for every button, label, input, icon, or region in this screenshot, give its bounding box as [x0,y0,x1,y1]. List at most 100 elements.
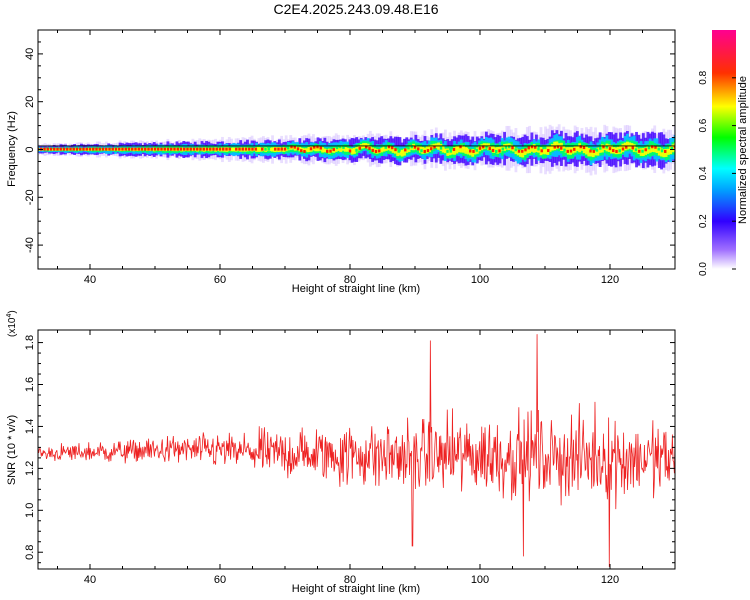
spectrogram-core-cell [160,147,163,151]
spectrogram-cell [393,149,397,154]
spectrogram-cell [403,148,406,156]
colorbar-gradient [712,30,736,269]
spectrogram-core-cell [140,147,144,151]
spectrogram-cell [571,147,575,154]
spectrogram-core-cell [670,147,673,151]
spectrogram-core-cell [62,147,66,151]
spectrogram-core-cell [410,145,413,149]
spectrogram-core-cell [283,147,287,151]
spectrogram-cell [70,148,74,151]
y-tick-label: 0 [24,146,36,152]
spectrogram-core-cell [608,147,612,151]
spectrogram-cell [503,144,506,151]
spectrogram-core-cell [209,147,212,151]
spectrogram-core-cell [599,146,602,150]
spectrogram-core-cell [449,149,452,153]
spectrogram-core-cell [257,147,261,151]
spectrogram-core-cell [378,149,381,153]
spectrogram-core-cell [179,147,183,151]
spectrogram-core-cell [612,149,615,153]
spectrogram-cell [589,150,593,157]
spectrogram-core-cell [365,145,368,149]
spectrogram-core-cell [443,148,446,152]
spectrogram-cell [396,149,400,157]
spectrogram-cell [610,145,613,154]
spectrogram-cell [177,148,181,151]
x-tick-label: 100 [471,574,489,586]
spectrogram-core-cell [397,149,400,153]
spectrogram-core-cell [316,145,319,149]
spectrogram-core-cell [586,147,589,151]
y-tick-label: -40 [24,237,36,253]
y-tick-label: 1.4 [24,419,36,434]
spectrogram-core-cell [621,147,625,151]
spectrogram-core-cell [618,149,621,153]
y-tick-label: 40 [24,48,36,60]
spectrogram-core-cell [98,147,101,151]
spectrogram-core-cell [660,149,664,153]
spectrogram-core-cell [69,147,72,151]
spectrogram-core-cell [313,145,316,149]
spectrogram-core-cell [475,148,478,152]
snr-background [38,330,675,569]
spectrogram-core-cell [267,147,270,151]
spectrogram-core-cell [72,147,75,151]
spectrogram-cell [669,146,673,155]
spectrogram-cell [400,150,404,157]
spectrogram-core-cell [49,147,53,151]
spectrogram-core-cell [329,149,332,153]
spectrogram-core-cell [482,145,485,149]
spectrogram-cell [312,146,315,151]
spectrogram-core-cell [462,145,465,149]
spectrogram-core-cell [387,145,391,149]
spectrogram-core-cell [101,147,105,151]
spectrogram-core-cell [573,147,576,151]
spectrogram-core-cell [647,146,651,150]
spectrogram-core-cell [248,147,251,151]
spectrogram-cell [450,149,454,155]
spectrogram-cell [155,148,158,151]
spectrogram-core-cell [170,147,173,151]
spectrogram-cell [582,145,586,154]
spectrogram-core-cell [293,145,296,149]
spectrogram-core-cell [417,147,420,151]
spectrogram-core-cell [306,149,309,153]
snr-exponent-label: (x104) [6,310,18,337]
spectrogram-cell [268,147,272,152]
spectrogram-core-cell [540,149,543,153]
spectrogram-core-cell [339,145,342,149]
colorbar-label: Normalized spectral amplitude [737,76,749,224]
spectrogram-core-cell [452,147,456,151]
spectrogram-core-cell [368,146,371,150]
spectrogram-core-cell [543,149,547,153]
spectrogram-cell [616,146,620,155]
spectrogram-core-cell [287,146,290,150]
spectrogram-core-cell [348,149,352,153]
spectrogram-cell [660,148,663,157]
spectrogram-core-cell [664,149,667,153]
spectrogram-cell [562,145,566,152]
x-tick-label: 120 [601,574,619,586]
snr-frame [37,329,676,570]
y-tick-label: 20 [24,96,36,108]
spectrogram-core-cell [176,147,179,151]
spectrogram-cell [200,147,204,152]
spectrogram-core-cell [404,148,407,152]
spectrogram-core-cell [205,147,209,151]
spectrogram-core-cell [634,148,638,152]
spectrogram-core-cell [335,146,339,150]
spectrogram-cell [405,148,409,153]
spectrogram-core-cell [400,149,404,153]
spectrogram-cell [343,147,347,152]
spectrogram-core-cell [88,147,92,151]
spectrogram-y-axis-label: Frequency (Hz) [6,111,18,187]
spectrogram-core-cell [508,145,511,149]
spectrogram-cell [632,144,636,152]
spectrogram-core-cell [644,148,647,152]
spectrogram-core-cell [355,148,358,152]
spectrogram-core-cell [118,147,121,151]
spectrogram-core-cell [244,147,248,151]
spectrogram-core-cell [638,149,641,153]
spectrogram-core-cell [465,147,469,151]
spectrogram-core-cell [79,147,82,151]
